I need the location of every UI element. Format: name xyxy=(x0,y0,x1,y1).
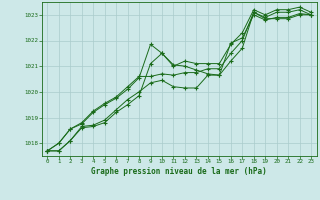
X-axis label: Graphe pression niveau de la mer (hPa): Graphe pression niveau de la mer (hPa) xyxy=(91,167,267,176)
